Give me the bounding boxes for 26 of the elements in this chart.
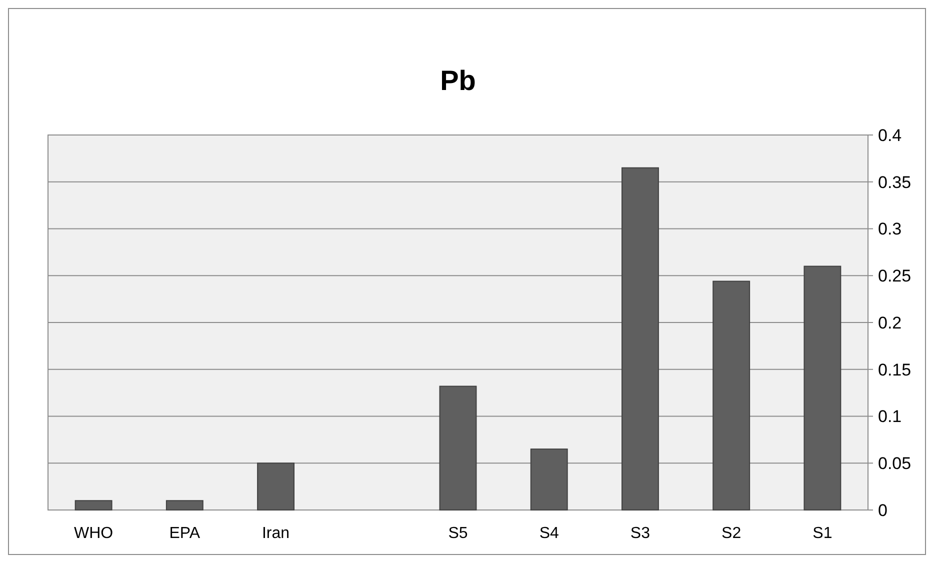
- y-tick-label: 0.25: [878, 266, 912, 286]
- y-tick-label: 0: [878, 500, 888, 520]
- x-tick-label: S4: [539, 525, 559, 542]
- bar: [257, 462, 294, 510]
- y-tick-label: 0.1: [878, 407, 902, 426]
- y-tick-label: 0.4: [878, 126, 902, 145]
- y-tick-label: 0.05: [878, 454, 912, 474]
- x-tick-label: EPA: [169, 525, 200, 542]
- x-tick-label: S2: [722, 525, 742, 542]
- y-tick-label: 0.2: [878, 313, 902, 332]
- bar: [166, 500, 204, 510]
- x-tick-label: WHO: [74, 525, 114, 542]
- y-tick-label: 0.15: [878, 360, 912, 380]
- x-tick-label: S5: [448, 525, 468, 542]
- bar: [530, 448, 568, 510]
- bar: [439, 386, 477, 510]
- x-tick-label: S3: [630, 525, 650, 542]
- bar: [712, 280, 750, 510]
- bar: [804, 266, 842, 510]
- bar: [622, 167, 659, 510]
- y-tick-label: 0.35: [878, 172, 912, 192]
- y-tick-label: 0.3: [878, 220, 902, 239]
- x-tick-label: S1: [812, 525, 832, 542]
- chart-title: Pb: [440, 65, 476, 96]
- bar: [74, 500, 112, 510]
- x-tick-label: Iran: [262, 525, 290, 542]
